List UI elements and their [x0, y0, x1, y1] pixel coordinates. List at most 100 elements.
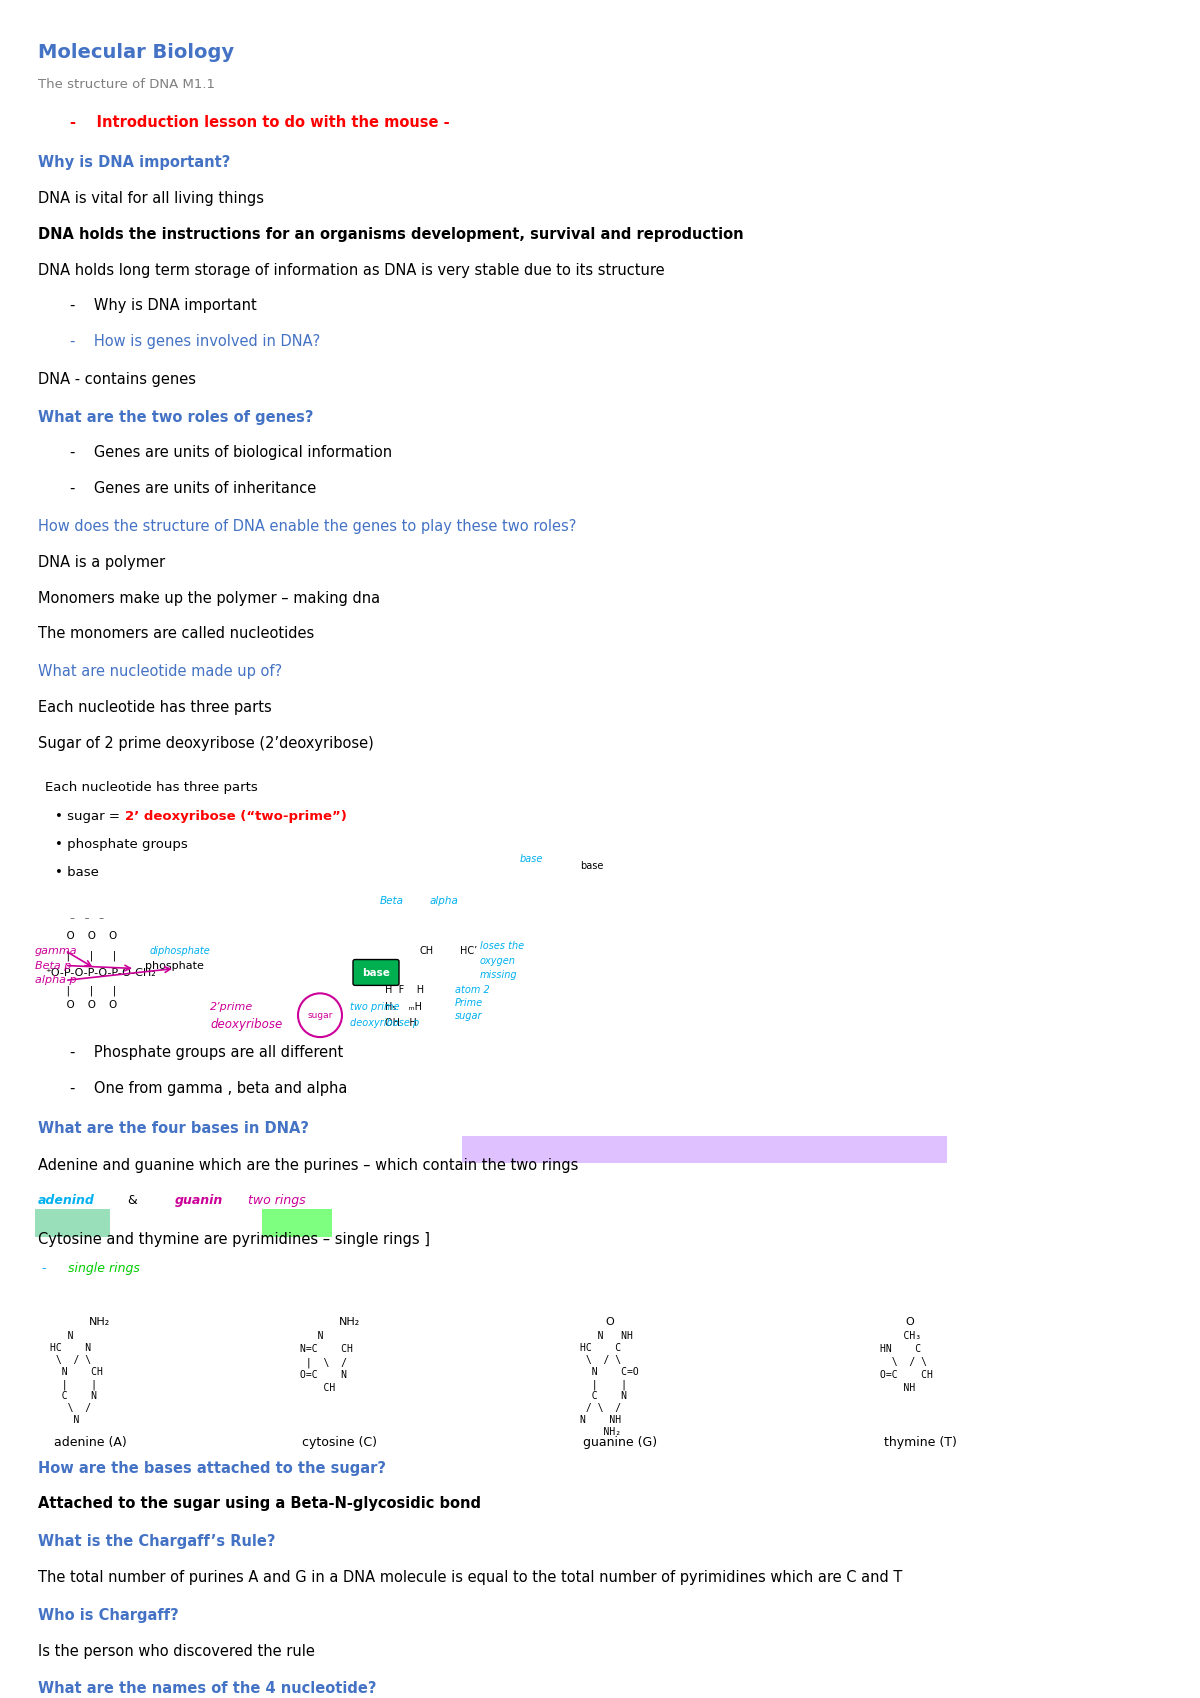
- Text: Prime: Prime: [455, 998, 484, 1009]
- Text: N    CH: N CH: [50, 1367, 103, 1377]
- Text: missing: missing: [480, 971, 517, 980]
- Text: O: O: [906, 1316, 914, 1326]
- Text: \  /: \ /: [50, 1403, 91, 1413]
- Text: • sugar =: • sugar =: [55, 810, 124, 824]
- Text: base: base: [520, 854, 544, 864]
- Text: \  / \: \ / \: [50, 1355, 91, 1365]
- Text: thymine (T): thymine (T): [883, 1437, 956, 1448]
- Text: 2’prime: 2’prime: [210, 1002, 253, 1012]
- Text: |      |      |: | | |: [60, 985, 116, 997]
- Text: The monomers are called nucleotides: The monomers are called nucleotides: [38, 627, 314, 642]
- Text: What are the two roles of genes?: What are the two roles of genes?: [38, 409, 313, 424]
- Text: |    |: | |: [50, 1379, 97, 1389]
- Text: NH: NH: [880, 1384, 916, 1392]
- FancyBboxPatch shape: [262, 1209, 332, 1236]
- Text: &: &: [120, 1194, 145, 1207]
- Text: N: N: [50, 1414, 79, 1425]
- Text: / \  /: / \ /: [580, 1403, 622, 1413]
- Text: The structure of DNA M1.1: The structure of DNA M1.1: [38, 78, 215, 90]
- Text: ⁺O-P-O-P-O-P-O-CH₂: ⁺O-P-O-P-O-P-O-CH₂: [46, 968, 156, 978]
- Text: atom 2: atom 2: [455, 985, 490, 995]
- Text: N    NH: N NH: [580, 1414, 622, 1425]
- Text: N: N: [50, 1331, 73, 1341]
- Text: Cytosine and thymine are pyrimidines – single rings ]: Cytosine and thymine are pyrimidines – s…: [38, 1233, 430, 1246]
- Text: What are nucleotide made up of?: What are nucleotide made up of?: [38, 664, 282, 679]
- Text: -    Phosphate groups are all different: - Phosphate groups are all different: [70, 1044, 343, 1060]
- Text: base: base: [580, 861, 604, 871]
- Text: OH   H: OH H: [385, 1019, 416, 1029]
- Text: Why is DNA important?: Why is DNA important?: [38, 155, 230, 170]
- Text: O=C    CH: O=C CH: [880, 1370, 932, 1380]
- Text: Each nucleotide has three parts: Each nucleotide has three parts: [46, 781, 258, 793]
- Text: \  / \: \ / \: [880, 1357, 928, 1367]
- Text: HN    C: HN C: [880, 1345, 922, 1355]
- Text: oxygen: oxygen: [480, 956, 516, 966]
- Text: two rings: two rings: [240, 1194, 306, 1207]
- Text: diphosphate: diphosphate: [150, 946, 211, 956]
- Text: O: O: [606, 1316, 614, 1326]
- Text: -    One from gamma , beta and alpha: - One from gamma , beta and alpha: [70, 1082, 347, 1095]
- Text: N: N: [300, 1331, 324, 1341]
- Text: HC    C: HC C: [580, 1343, 622, 1353]
- Text: DNA is a polymer: DNA is a polymer: [38, 555, 166, 571]
- Text: -    Why is DNA important: - Why is DNA important: [70, 299, 257, 314]
- Text: |  \  /: | \ /: [300, 1357, 347, 1369]
- Text: • phosphate groups: • phosphate groups: [55, 839, 187, 851]
- Text: The total number of purines A and G in a DNA molecule is equal to the total numb: The total number of purines A and G in a…: [38, 1571, 902, 1584]
- Text: O=C    N: O=C N: [300, 1370, 347, 1380]
- Text: DNA holds long term storage of information as DNA is very stable due to its stru: DNA holds long term storage of informati…: [38, 263, 665, 277]
- Text: N=C    CH: N=C CH: [300, 1345, 353, 1355]
- Text: What is the Chargaff’s Rule?: What is the Chargaff’s Rule?: [38, 1535, 276, 1549]
- Text: CH₃: CH₃: [880, 1331, 922, 1341]
- Text: alpha: alpha: [430, 897, 458, 907]
- Text: HC    N: HC N: [50, 1343, 91, 1353]
- Text: guanin: guanin: [175, 1194, 223, 1207]
- Text: What are the four bases in DNA?: What are the four bases in DNA?: [38, 1121, 310, 1136]
- Text: adenine (A): adenine (A): [54, 1437, 126, 1448]
- FancyBboxPatch shape: [462, 1136, 947, 1163]
- Text: Beta p: Beta p: [35, 961, 71, 971]
- Text: How does the structure of DNA enable the genes to play these two roles?: How does the structure of DNA enable the…: [38, 520, 576, 535]
- Text: H  F    H: H F H: [385, 985, 424, 995]
- Text: -    Genes are units of inheritance: - Genes are units of inheritance: [70, 481, 317, 496]
- Text: \  / \: \ / \: [580, 1355, 622, 1365]
- Text: Who is Chargaff?: Who is Chargaff?: [38, 1608, 179, 1623]
- Text: C    N: C N: [580, 1391, 628, 1401]
- Text: -    Introduction lesson to do with the mouse -: - Introduction lesson to do with the mou…: [70, 115, 450, 131]
- Text: ⁻   ⁻   ⁻: ⁻ ⁻ ⁻: [70, 915, 104, 925]
- Text: alpha p: alpha p: [35, 975, 77, 985]
- Text: Beta: Beta: [380, 897, 404, 907]
- Text: What are the names of the 4 nucleotide?: What are the names of the 4 nucleotide?: [38, 1681, 377, 1696]
- Text: two prime: two prime: [350, 1002, 400, 1012]
- Text: O    O    O: O O O: [60, 931, 118, 941]
- Text: NH₂: NH₂: [340, 1316, 361, 1326]
- Text: sugar: sugar: [455, 1012, 482, 1020]
- FancyBboxPatch shape: [35, 1209, 110, 1236]
- Text: -    Genes are units of biological information: - Genes are units of biological informat…: [70, 445, 392, 460]
- FancyBboxPatch shape: [353, 959, 398, 985]
- Text: Molecular Biology: Molecular Biology: [38, 42, 234, 61]
- Text: NH₂: NH₂: [580, 1426, 622, 1437]
- Text: guanine (G): guanine (G): [583, 1437, 658, 1448]
- Text: 2’ deoxyribose (“two-prime”): 2’ deoxyribose (“two-prime”): [125, 810, 347, 824]
- Text: -    How is genes involved in DNA?: - How is genes involved in DNA?: [70, 335, 320, 350]
- Text: cytosine (C): cytosine (C): [302, 1437, 378, 1448]
- Text: DNA - contains genes: DNA - contains genes: [38, 372, 196, 387]
- Text: sugar: sugar: [307, 1010, 332, 1020]
- Text: |    |: | |: [580, 1379, 628, 1389]
- Text: Attached to the sugar using a Beta-N-glycosidic bond: Attached to the sugar using a Beta-N-gly…: [38, 1496, 481, 1511]
- Text: N   NH: N NH: [580, 1331, 632, 1341]
- Text: single rings: single rings: [60, 1262, 140, 1275]
- Text: Adenine and guanine which are the purines – which contain the two rings: Adenine and guanine which are the purine…: [38, 1158, 578, 1173]
- Text: gamma: gamma: [35, 946, 78, 956]
- Text: deoxyribose: deoxyribose: [210, 1019, 282, 1031]
- Text: Monomers make up the polymer – making dna: Monomers make up the polymer – making dn…: [38, 591, 380, 606]
- Text: N    C=O: N C=O: [580, 1367, 638, 1377]
- Text: loses the: loses the: [480, 941, 524, 951]
- Text: HC’: HC’: [460, 946, 478, 956]
- Text: phosphate: phosphate: [145, 961, 204, 971]
- Text: H₅    ₘH: H₅ ₘH: [385, 1002, 422, 1012]
- Text: CH: CH: [300, 1384, 335, 1392]
- Text: CH: CH: [420, 946, 434, 956]
- Text: deoxyribose p: deoxyribose p: [350, 1019, 419, 1029]
